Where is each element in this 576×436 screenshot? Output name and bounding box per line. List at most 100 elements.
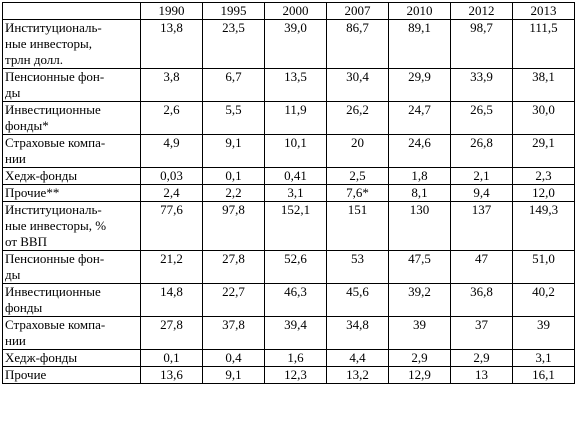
value-cell: 26,2 [326,101,389,135]
value-cell: 12,3 [264,366,327,384]
value-cell: 22,7 [202,283,265,317]
value-cell: 30,0 [512,101,575,135]
value-cell: 10,1 [264,134,327,168]
value-cell: 152,1 [264,201,327,251]
value-cell: 98,7 [450,19,513,69]
value-cell: 34,8 [326,316,389,350]
value-cell: 89,1 [388,19,451,69]
value-cell: 6,7 [202,68,265,102]
value-cell: 7,6* [326,184,389,202]
table-row: Инвестиционные фонды 14,8 22,7 46,3 45,6 39,2… [2,283,575,317]
value-cell: 4,9 [140,134,203,168]
table-row: Страховые компа- нии 4,9 9,1 10,1 20 24,6 26,8… [2,134,575,168]
value-cell: 24,6 [388,134,451,168]
value-cell: 46,3 [264,283,327,317]
header-cell-year: 2012 [450,2,513,20]
value-cell: 97,8 [202,201,265,251]
value-cell: 0,1 [140,349,203,367]
value-cell: 4,4 [326,349,389,367]
value-cell: 1,6 [264,349,327,367]
value-cell: 37,8 [202,316,265,350]
table-row: Пенсионные фон- ды 21,2 27,8 52,6 53 47,5 47 51… [2,250,575,284]
value-cell: 3,1 [264,184,327,202]
value-cell: 26,8 [450,134,513,168]
value-cell: 39,0 [264,19,327,69]
header-cell-year: 2010 [388,2,451,20]
value-cell: 2,3 [512,167,575,185]
value-cell: 8,1 [388,184,451,202]
value-cell: 3,8 [140,68,203,102]
value-cell: 0,4 [202,349,265,367]
value-cell: 0,41 [264,167,327,185]
value-cell: 13,8 [140,19,203,69]
row-label: Институциональ- ные инвесторы, трлн долл… [2,19,141,69]
value-cell: 21,2 [140,250,203,284]
value-cell: 39 [512,316,575,350]
value-cell: 3,1 [512,349,575,367]
value-cell: 29,1 [512,134,575,168]
value-cell: 130 [388,201,451,251]
value-cell: 12,9 [388,366,451,384]
value-cell: 26,5 [450,101,513,135]
row-label: Хедж-фонды [2,349,141,367]
value-cell: 20 [326,134,389,168]
header-cell-year: 1990 [140,2,203,20]
row-label: Страховые компа- нии [2,134,141,168]
header-row: 1990 1995 2000 2007 2010 2012 2013 [2,2,575,20]
data-table: 1990 1995 2000 2007 2010 2012 2013 Инсти… [2,2,575,384]
value-cell: 13,2 [326,366,389,384]
row-label: Хедж-фонды [2,167,141,185]
value-cell: 24,7 [388,101,451,135]
value-cell: 52,6 [264,250,327,284]
header-cell-year: 2000 [264,2,327,20]
value-cell: 39 [388,316,451,350]
row-label: Пенсионные фон- ды [2,68,141,102]
value-cell: 2,4 [140,184,203,202]
value-cell: 149,3 [512,201,575,251]
value-cell: 27,8 [202,250,265,284]
value-cell: 2,5 [326,167,389,185]
value-cell: 0,03 [140,167,203,185]
value-cell: 9,1 [202,134,265,168]
header-cell-year: 2013 [512,2,575,20]
row-label: Институциональ- ные инвесторы, % от ВВП [2,201,141,251]
header-cell-year: 1995 [202,2,265,20]
value-cell: 51,0 [512,250,575,284]
value-cell: 36,8 [450,283,513,317]
row-label: Инвестиционные фонды [2,283,141,317]
value-cell: 111,5 [512,19,575,69]
value-cell: 5,5 [202,101,265,135]
value-cell: 39,2 [388,283,451,317]
value-cell: 9,1 [202,366,265,384]
value-cell: 13,6 [140,366,203,384]
value-cell: 13,5 [264,68,327,102]
value-cell: 30,4 [326,68,389,102]
value-cell: 40,2 [512,283,575,317]
value-cell: 11,9 [264,101,327,135]
value-cell: 23,5 [202,19,265,69]
header-cell-empty [2,2,141,20]
value-cell: 16,1 [512,366,575,384]
value-cell: 39,4 [264,316,327,350]
value-cell: 9,4 [450,184,513,202]
value-cell: 27,8 [140,316,203,350]
value-cell: 13 [450,366,513,384]
value-cell: 151 [326,201,389,251]
table-row: Институциональ- ные инвесторы, % от ВВП 7… [2,201,575,251]
table-row: Хедж-фонды 0,1 0,4 1,6 4,4 2,9 2,9 3,1 [2,349,575,367]
value-cell: 37 [450,316,513,350]
header-cell-year: 2007 [326,2,389,20]
value-cell: 2,1 [450,167,513,185]
value-cell: 1,8 [388,167,451,185]
row-label: Инвестиционные фонды* [2,101,141,135]
table-row: Страховые компа- нии 27,8 37,8 39,4 34,8 39 37… [2,316,575,350]
value-cell: 0,1 [202,167,265,185]
value-cell: 2,2 [202,184,265,202]
value-cell: 14,8 [140,283,203,317]
table-row: Институциональ- ные инвесторы, трлн долл… [2,19,575,69]
value-cell: 12,0 [512,184,575,202]
table-row: Инвестиционные фонды* 2,6 5,5 11,9 26,2 24,7 2… [2,101,575,135]
value-cell: 45,6 [326,283,389,317]
row-label: Прочие [2,366,141,384]
value-cell: 38,1 [512,68,575,102]
